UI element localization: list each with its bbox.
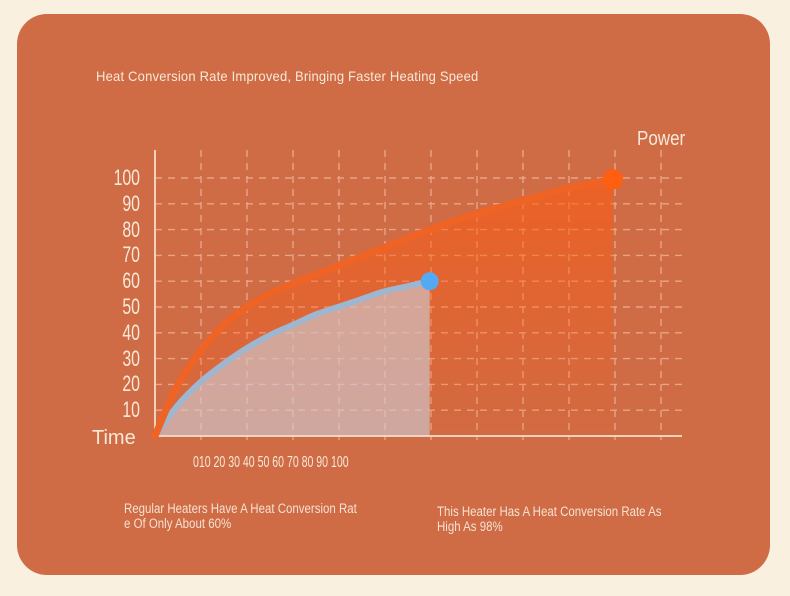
y-tick-label: 10 xyxy=(122,397,140,423)
y-tick-label: 20 xyxy=(122,371,140,397)
y-tick-label: 60 xyxy=(122,268,140,294)
annotation-this-heater: This Heater Has A Heat Conversion Rate A… xyxy=(437,504,662,534)
chart-title: Heat Conversion Rate Improved, Bringing … xyxy=(96,68,479,84)
y-tick-label: 100 xyxy=(113,165,140,190)
y-tick-label: 40 xyxy=(122,319,140,345)
annotation-regular-heaters: Regular Heaters Have A Heat Conversion R… xyxy=(124,501,357,531)
y-tick-label: 90 xyxy=(122,190,140,216)
y-tick-label: 80 xyxy=(122,216,140,242)
y-tick-label: 70 xyxy=(122,242,140,268)
y-tick-label: 30 xyxy=(122,345,140,371)
x-axis-tick-labels: 010 20 30 40 50 60 70 80 90 100 xyxy=(193,454,349,471)
x-axis-title: Time xyxy=(92,427,136,449)
y-axis-title: Power xyxy=(637,128,686,150)
y-tick-label: 50 xyxy=(122,294,140,319)
